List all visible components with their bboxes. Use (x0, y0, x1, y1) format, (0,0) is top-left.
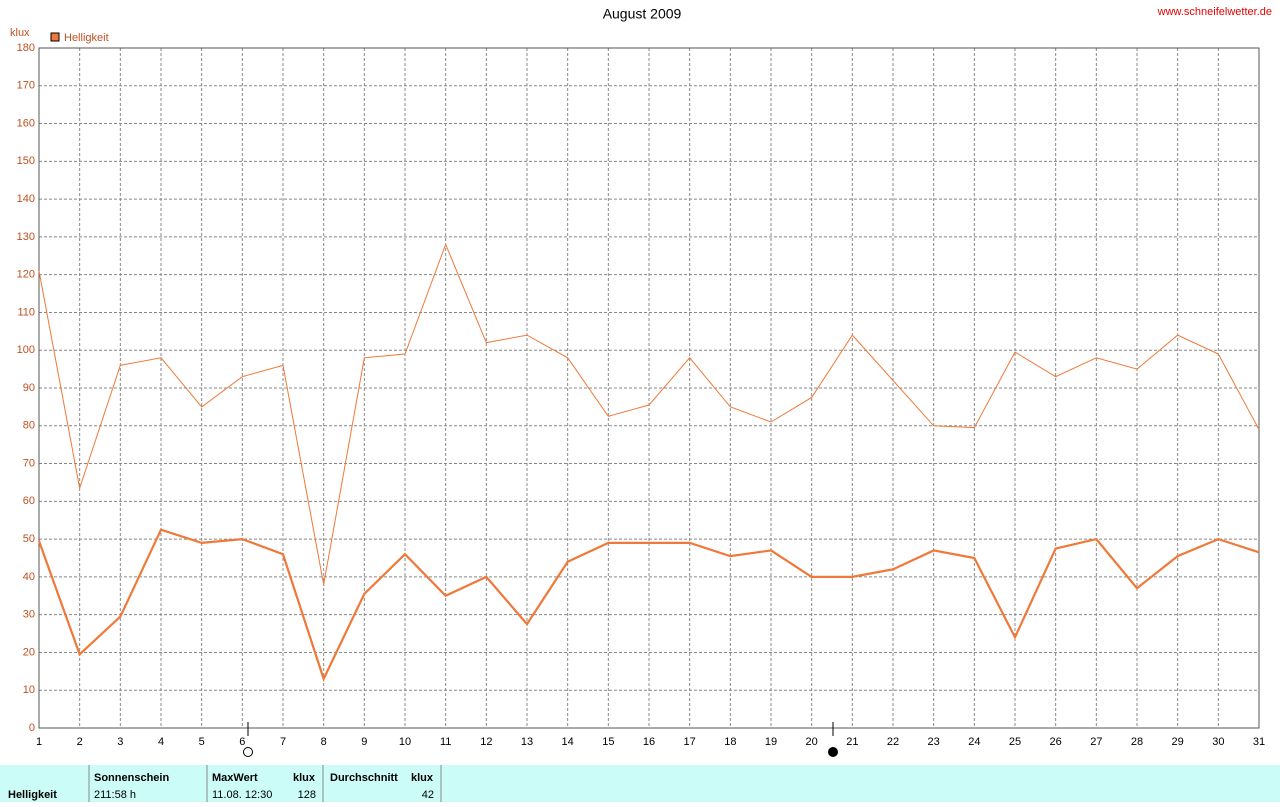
y-tick-label: 90 (23, 382, 35, 394)
x-tick-label: 26 (1050, 736, 1062, 748)
x-tick-label: 27 (1090, 736, 1102, 748)
summary-header: klux (293, 772, 316, 784)
x-tick-label: 10 (399, 736, 411, 748)
x-tick-label: 12 (480, 736, 492, 748)
x-tick-label: 31 (1253, 736, 1265, 748)
chart-title: August 2009 (603, 6, 682, 22)
full-moon (243, 747, 253, 757)
new-moon (828, 747, 838, 757)
y-tick-label: 50 (23, 533, 35, 545)
x-tick-label: 20 (806, 736, 818, 748)
x-tick-label: 23 (928, 736, 940, 748)
summary-value: 128 (298, 789, 316, 801)
x-tick-label: 4 (158, 736, 164, 748)
y-tick-label: 10 (23, 684, 35, 696)
x-tick-label: 7 (280, 736, 286, 748)
series-line (38, 243, 1260, 585)
source: www.schneifelwetter.de (1157, 6, 1272, 18)
x-tick-label: 21 (846, 736, 858, 748)
plot-frame (38, 47, 1260, 729)
summary-value: 211:58 h (94, 789, 136, 801)
series-line (37, 528, 1260, 682)
x-tick-label: 13 (521, 736, 533, 748)
x-tick-label: 28 (1131, 736, 1143, 748)
y-tick-label: 0 (29, 722, 35, 734)
x-tick-label: 19 (765, 736, 777, 748)
summary-headers: Helligkeit Sonnenschein MaxWert klux Dur… (8, 772, 434, 801)
x-tick-label: 16 (643, 736, 655, 748)
y-tick-label: 40 (23, 571, 35, 583)
x-tick-label: 5 (199, 736, 205, 748)
y-tick-label: 120 (17, 269, 35, 281)
y-tick-label: 110 (17, 306, 35, 318)
y-tick-label: 170 (17, 80, 35, 92)
y-tick-label: 160 (17, 117, 35, 129)
x-tick-label: 25 (1009, 736, 1021, 748)
x-tick-label: 24 (968, 736, 980, 748)
y-tick-label: 150 (17, 155, 35, 167)
summary-header: MaxWert (212, 772, 258, 784)
x-tick-label: 6 (239, 736, 245, 748)
summary-dividers (88, 765, 442, 802)
y-tick-label: 30 (23, 609, 35, 621)
legend-swatch (50, 32, 60, 42)
summary-header: Sonnenschein (94, 772, 169, 784)
summary-value: 42 (422, 789, 434, 801)
legend-label: Helligkeit (64, 32, 109, 44)
summary-header: Durchschnitt (330, 772, 398, 784)
x-tick-label: 2 (77, 736, 83, 748)
x-tick-label: 17 (684, 736, 696, 748)
x-tick-label: 1 (36, 736, 42, 748)
summary-values: 211:58 h 11.08. 12:30 128 42 (94, 789, 434, 801)
x-tick-label: 3 (117, 736, 123, 748)
x-tick-label: 30 (1212, 736, 1224, 748)
x-tick-label: 9 (361, 736, 367, 748)
x-tick-label: 18 (724, 736, 736, 748)
y-tick-label: 70 (23, 457, 35, 469)
y-axis-label: klux (10, 27, 30, 39)
y-tick-label: 100 (17, 344, 35, 356)
y-tick-label: 180 (17, 42, 35, 54)
summary-bar (0, 765, 1280, 802)
x-tick-label: 15 (602, 736, 614, 748)
summary-row-label: Helligkeit (8, 789, 57, 801)
y-tick-label: 140 (17, 193, 35, 205)
y-tick-label: 130 (17, 231, 35, 243)
y-tick-label: 60 (23, 495, 35, 507)
x-tick-label: 29 (1172, 736, 1184, 748)
x-tick-label: 8 (321, 736, 327, 748)
y-tick-label: 80 (23, 420, 35, 432)
x-tick-label: 11 (440, 736, 451, 748)
summary-header: klux (411, 772, 434, 784)
y-tick-label: 20 (23, 646, 35, 658)
x-tick-label: 22 (887, 736, 899, 748)
summary-value: 11.08. 12:30 (212, 789, 272, 801)
x-tick-label: 14 (562, 736, 574, 748)
